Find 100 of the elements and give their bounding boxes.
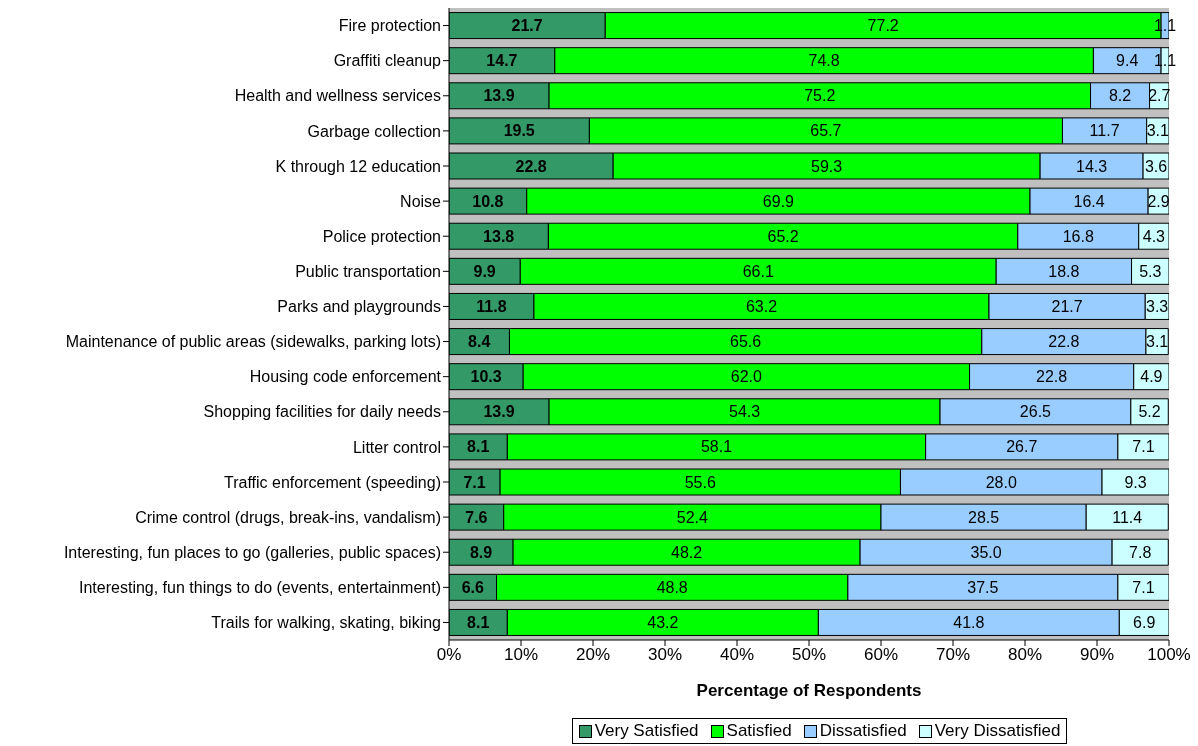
legend-label: Very Dissatisfied: [933, 721, 1061, 741]
x-tick-label: 50%: [791, 645, 827, 665]
data-label: 5.2: [1138, 403, 1161, 421]
data-label: 14.3: [1076, 157, 1108, 175]
data-label: 77.2: [867, 17, 899, 35]
data-label: 3.1: [1145, 333, 1169, 351]
data-label: 35.0: [970, 543, 1002, 561]
data-label: 7.1: [1132, 438, 1155, 456]
data-label: 7.6: [465, 508, 488, 526]
data-label: 26.7: [1006, 438, 1038, 456]
x-tick-label: 80%: [1007, 645, 1043, 665]
data-label: 48.8: [656, 578, 688, 596]
y-tick-label: Crime control (drugs, break-ins, vandalism): [135, 508, 441, 526]
y-tick-label: Health and wellness services: [234, 87, 441, 105]
data-label: 7.1: [463, 473, 486, 491]
legend-label: Dissatisfied: [818, 721, 907, 741]
x-tick-label: 30%: [647, 645, 683, 665]
data-label: 43.2: [647, 613, 679, 631]
legend-label: Satisfied: [725, 721, 792, 741]
data-label: 22.8: [1036, 368, 1068, 386]
data-label: 28.5: [968, 508, 1000, 526]
data-label: 65.6: [730, 333, 762, 351]
y-tick-label: Traffic enforcement (speeding): [224, 473, 441, 491]
y-tick-label: Interesting, fun places to go (galleries, public spaces): [63, 543, 441, 561]
data-label: 69.9: [762, 192, 795, 210]
x-tick-label: 20%: [575, 645, 611, 665]
x-axis-title: Percentage of Respondents: [696, 681, 922, 700]
y-tick-label: Interesting, fun things to do (events, entertainment): [79, 579, 441, 597]
y-tick-label: Trails for walking, skating, biking: [211, 614, 441, 632]
data-label: 8.2: [1108, 87, 1132, 105]
y-tick-label: Parks and playgrounds: [277, 298, 441, 316]
y-tick-label: Housing code enforcement: [249, 368, 442, 386]
data-label: 55.6: [684, 473, 716, 491]
y-tick-label: Garbage collection: [307, 122, 441, 140]
data-label: 21.7: [511, 17, 543, 35]
data-label: 3.6: [1144, 157, 1168, 175]
data-label: 11.7: [1089, 122, 1120, 140]
data-label: 3.3: [1145, 297, 1169, 315]
data-label: 13.9: [483, 87, 515, 105]
data-label: 41.8: [953, 613, 985, 631]
data-label: 6.6: [461, 578, 484, 596]
data-label: 8.4: [468, 333, 491, 351]
data-label: 10.8: [472, 192, 504, 210]
data-label: 4.9: [1140, 368, 1163, 386]
x-tick-label: 10%: [503, 645, 539, 665]
data-label: 37.5: [967, 578, 999, 596]
data-label: 13.8: [483, 227, 515, 245]
y-tick-label: Police protection: [322, 227, 441, 245]
data-label: 8.9: [469, 543, 493, 561]
data-label: 19.5: [503, 122, 535, 140]
x-tick-label: 40%: [719, 645, 755, 665]
y-tick-label: Public transportation: [295, 263, 441, 281]
data-label: 7.8: [1129, 543, 1152, 561]
data-label: 18.8: [1048, 262, 1080, 280]
data-label: 58.1: [700, 438, 733, 456]
data-label: 11.8: [476, 297, 507, 315]
data-label: 22.8: [515, 157, 547, 175]
x-tick-label: 60%: [863, 645, 899, 665]
legend-label: Very Satisfied: [593, 721, 699, 741]
data-label: 21.7: [1051, 297, 1083, 315]
data-label: 26.5: [1019, 403, 1052, 421]
data-label: 16.8: [1062, 227, 1094, 245]
data-label: 9.9: [473, 262, 496, 280]
data-label: 14.7: [486, 52, 518, 70]
x-tick-label: 90%: [1079, 645, 1115, 665]
data-label: 65.7: [810, 122, 842, 140]
data-label: 48.2: [671, 543, 703, 561]
x-tick-label: 100%: [1147, 645, 1191, 665]
y-tick-label: Fire protection: [338, 17, 441, 35]
y-tick-label: K through 12 education: [275, 157, 441, 175]
x-tick-label: 70%: [935, 645, 971, 665]
data-label: 65.2: [767, 227, 799, 245]
data-label: 7.1: [1132, 578, 1155, 596]
y-tick-label: Maintenance of public areas (sidewalks, parking lots): [65, 333, 441, 351]
y-tick-label: Noise: [400, 192, 442, 210]
data-label: 9.4: [1116, 52, 1139, 70]
data-label: 59.3: [811, 157, 843, 175]
data-label: 63.2: [745, 297, 778, 315]
data-label: 6.9: [1133, 613, 1156, 631]
data-label: 28.0: [985, 473, 1017, 491]
x-tick-label: 0%: [436, 645, 462, 665]
y-tick-label: Shopping facilities for daily needs: [203, 403, 441, 421]
data-label: 54.3: [728, 403, 761, 421]
data-label: 66.1: [742, 262, 774, 280]
data-label: 75.2: [804, 87, 836, 105]
data-label: 4.3: [1142, 227, 1166, 245]
data-label: 62.0: [730, 368, 763, 386]
data-label: 8.1: [467, 613, 490, 631]
data-label: 9.3: [1124, 473, 1147, 491]
data-label: 13.9: [483, 403, 515, 421]
y-tick-label: Graffiti cleanup: [333, 52, 442, 70]
data-label: 10.3: [470, 368, 502, 386]
data-label: 52.4: [676, 508, 709, 526]
data-label: 16.4: [1073, 192, 1105, 210]
data-label: 3.1: [1146, 122, 1170, 140]
data-label: 22.8: [1048, 333, 1080, 351]
data-label: 74.8: [808, 52, 840, 70]
data-label: 5.3: [1139, 262, 1162, 280]
data-label: 8.1: [467, 438, 490, 456]
y-tick-label: Litter control: [352, 438, 441, 456]
